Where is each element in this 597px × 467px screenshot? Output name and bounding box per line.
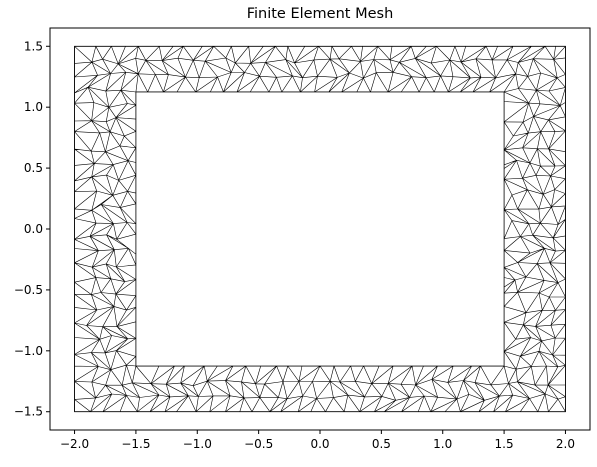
y-tick-label: −1.0 [14, 344, 43, 358]
outer-boundary [74, 45, 566, 413]
inner-hole [135, 91, 505, 367]
y-tick-label: 0.5 [24, 161, 43, 175]
x-tick-label: 2.0 [556, 437, 575, 451]
x-tick-label: 0.5 [372, 437, 391, 451]
x-tick-label: −1.0 [183, 437, 212, 451]
x-tick-label: 1.5 [495, 437, 514, 451]
y-tick-label: −0.5 [14, 283, 43, 297]
x-tick-label: −1.5 [121, 437, 150, 451]
x-tick-label: −2.0 [60, 437, 89, 451]
x-tick-label: −0.5 [244, 437, 273, 451]
x-tick-label: 0.0 [310, 437, 329, 451]
x-tick-label: 1.0 [433, 437, 452, 451]
y-tick-label: 1.5 [24, 39, 43, 53]
mesh-layer [74, 45, 566, 413]
y-tick-label: −1.5 [14, 405, 43, 419]
y-tick-label: 0.0 [24, 222, 43, 236]
chart-title: Finite Element Mesh [247, 6, 394, 22]
axes-layer: −2.0 −1.5 −1.0 −0.5 0.0 0.5 1.0 1.5 2.0 −1.5 −1.0 −… [14, 27, 591, 451]
y-tick-label: 1.0 [24, 100, 43, 114]
